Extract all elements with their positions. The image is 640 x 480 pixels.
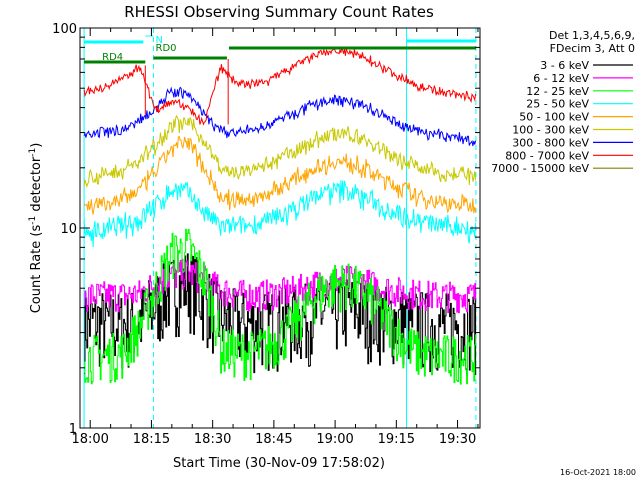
series-line: [83, 180, 477, 248]
y-axis-label-mid: detector: [29, 156, 44, 216]
y-tick-label: 1: [69, 422, 77, 437]
x-axis-label: Start Time (30-Nov-09 17:58:02): [173, 456, 385, 471]
legend-label: 3 - 6 keV: [540, 59, 589, 72]
chart-title: RHESSI Observing Summary Count Rates: [124, 3, 434, 21]
x-tick-label: 18:30: [194, 432, 231, 447]
y-axis-label-sup1: -1: [28, 216, 38, 225]
x-tick-label: 19:15: [378, 432, 415, 447]
legend-label: 25 - 50 keV: [526, 98, 589, 111]
x-tick-label: 19:00: [316, 432, 353, 447]
series-line: [84, 228, 477, 385]
series-line: [83, 135, 477, 215]
x-tick-label: 18:15: [133, 432, 170, 447]
x-tick-label: 18:00: [71, 432, 108, 447]
series-line: [83, 47, 477, 126]
y-tick-label: 100: [52, 22, 77, 37]
legend-label: 100 - 300 keV: [512, 124, 589, 137]
legend-label: 800 - 7000 keV: [505, 149, 589, 162]
y-axis-label-main: Count Rate (s: [29, 225, 44, 314]
legend-label: 7000 - 15000 keV: [491, 162, 589, 175]
legend-header-1: Det 1,3,4,5,6,9,: [549, 29, 635, 42]
y-axis-label-sup2: -1: [28, 148, 38, 157]
footer-timestamp: 16-Oct-2021 18:00: [560, 468, 636, 477]
y-axis-label: Count Rate (s-1 detector-1): [28, 143, 44, 314]
flag-label: N: [156, 35, 163, 46]
legend-label: 300 - 800 keV: [512, 136, 589, 149]
flag-label: RD4: [102, 52, 123, 63]
y-axis-label-end: ): [29, 143, 44, 148]
series-line: [83, 114, 477, 189]
y-tick-label: 10: [60, 222, 77, 237]
legend-label: 6 - 12 keV: [533, 72, 589, 85]
series-line: [84, 258, 477, 314]
legend-label: 50 - 100 keV: [519, 111, 589, 124]
flag-label: RD0: [156, 43, 177, 54]
plot-axes: 18:00 18:15 18:30 18:45 19:00 19:15 19:30 1 10 10…: [52, 22, 481, 447]
series-line: [83, 86, 477, 147]
x-tick-label: 19:30: [439, 432, 476, 447]
legend-label: 12 - 25 keV: [526, 85, 589, 98]
x-tick-label: 18:45: [255, 432, 292, 447]
legend-header-2: FDecim 3, Att 0: [550, 42, 635, 55]
